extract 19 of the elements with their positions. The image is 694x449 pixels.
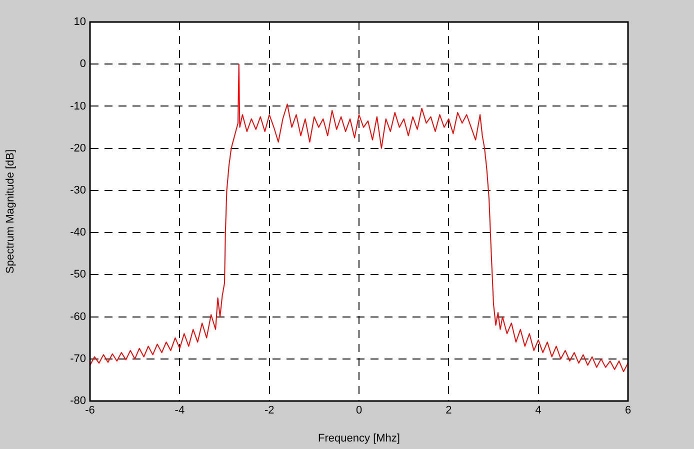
y-tick-label: 10 <box>74 16 86 28</box>
x-tick-label: 6 <box>624 404 632 417</box>
y-tick-label: -10 <box>70 100 86 112</box>
y-tick-label: -30 <box>70 184 86 196</box>
y-tick-label: -40 <box>70 226 86 239</box>
x-tick-label: -4 <box>174 404 185 417</box>
x-tick-label: 4 <box>535 404 542 417</box>
y-tick-label: -50 <box>70 268 86 281</box>
y-axis-title: Spectrum Magnitude [dB] <box>4 149 17 274</box>
x-tick-label: 2 <box>446 404 452 417</box>
x-tick-label: -2 <box>264 404 274 417</box>
y-tick-label: -70 <box>70 352 86 365</box>
x-tick-label: -6 <box>85 404 95 417</box>
y-tick-label: 0 <box>80 58 86 70</box>
y-tick-label: -80 <box>70 395 86 408</box>
x-tick-label: 0 <box>356 404 362 417</box>
y-tick-label: -60 <box>70 310 86 323</box>
x-axis-title: Frequency [Mhz] <box>318 432 400 444</box>
y-tick-label: -20 <box>70 142 86 154</box>
